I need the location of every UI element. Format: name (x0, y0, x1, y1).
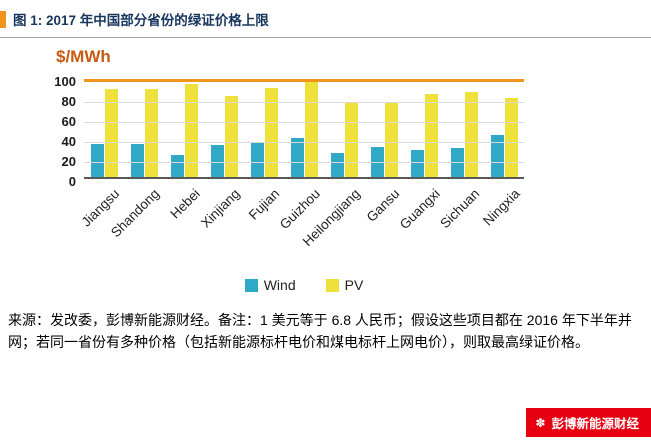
y-tick-label: 100 (54, 74, 76, 89)
y-tick-label: 60 (61, 114, 76, 129)
bar-pv (384, 103, 398, 177)
figure-header: 图 1: 2017 年中国部分省份的绿证价格上限 (0, 0, 651, 38)
y-tick-label: 0 (68, 174, 76, 189)
bar-pv (144, 89, 158, 177)
bar-wind (330, 153, 344, 177)
chart: 0 20 40 60 80 100 (54, 74, 524, 189)
bar-group (204, 82, 244, 177)
bar-pv (104, 89, 118, 177)
x-axis-label: Gansu (363, 186, 403, 225)
brand-badge: ✽ 彭博新能源财经 (526, 408, 651, 437)
x-axis-label: Xinjiang (198, 186, 243, 231)
bar-group (484, 82, 524, 177)
bar-wind (170, 155, 184, 177)
bar-wind (290, 138, 304, 177)
x-axis-label: Hebei (167, 186, 203, 222)
source-note: 来源：发改委，彭博新能源财经。备注：1 美元等于 6.8 人民币；假设这些项目都… (8, 312, 632, 351)
bar-pv (344, 102, 358, 177)
legend-label: PV (344, 277, 364, 293)
bar-wind (130, 144, 144, 177)
bar-wind (90, 144, 104, 177)
x-axis-label: Ningxia (480, 186, 523, 229)
y-axis-title: $/MWh (56, 47, 111, 66)
bar-pv (424, 94, 438, 177)
gridline (84, 122, 524, 123)
bar-group (124, 82, 164, 177)
x-axis-label: Guangxi (396, 186, 443, 233)
bars (84, 82, 524, 177)
y-tick-label: 20 (61, 154, 76, 169)
bnef-logo-icon: ✽ (535, 415, 546, 430)
y-tick-label: 40 (61, 134, 76, 149)
bar-wind (210, 145, 224, 177)
legend-item-pv: PV (325, 277, 364, 293)
brand-badge-label: 彭博新能源财经 (551, 417, 639, 431)
bar-pv (504, 98, 518, 177)
bar-group (84, 82, 124, 177)
x-axis-label: Fujian (245, 186, 283, 223)
gridline (84, 162, 524, 163)
bar-group (324, 82, 364, 177)
bar-wind (250, 143, 264, 177)
bar-group (244, 82, 284, 177)
legend-item-wind: Wind (244, 277, 296, 293)
legend: Wind PV (84, 277, 524, 293)
bar-pv (464, 92, 478, 177)
figure-title: 图 1: 2017 年中国部分省份的绿证价格上限 (13, 13, 269, 28)
y-tick-label: 80 (61, 94, 76, 109)
title-accent-bar (0, 10, 6, 28)
bar-group (284, 82, 324, 177)
legend-swatch (244, 278, 258, 292)
bar-group (164, 82, 204, 177)
x-axis-labels: Jiangsu Shandong Hebei Xinjiang Fujian Guizho… (79, 179, 524, 277)
legend-swatch (325, 278, 339, 292)
x-axis-label: Sichuan (437, 186, 483, 232)
gridline (84, 142, 524, 143)
bar-wind (490, 135, 504, 177)
bar-group (404, 82, 444, 177)
bar-pv (264, 88, 278, 177)
bar-pv (304, 82, 318, 177)
plot-area: 0 20 40 60 80 100 (54, 74, 524, 189)
bar-wind (410, 150, 424, 177)
legend-label: Wind (263, 277, 296, 293)
bar-pv (184, 84, 198, 177)
bar-pv (224, 96, 238, 177)
gridline (84, 102, 524, 103)
